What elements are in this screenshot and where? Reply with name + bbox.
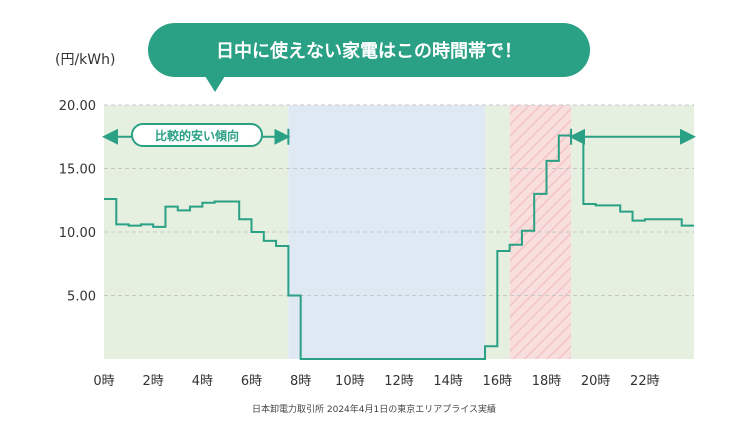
y-axis-unit: (円/kWh) — [55, 52, 115, 68]
y-tick-label: 5.00 — [67, 290, 96, 305]
y-tick-label: 10.00 — [59, 226, 96, 241]
y-ticks: 20.00 15.00 10.00 5.00 — [59, 99, 96, 305]
x-tick-label: 6時 — [241, 374, 262, 389]
pill-label: 比較的安い傾向 — [155, 128, 239, 143]
x-tick-label: 8時 — [290, 374, 311, 389]
x-tick-label: 12時 — [384, 374, 414, 389]
x-tick-label: 2時 — [143, 374, 164, 389]
price-step-line — [104, 134, 694, 360]
x-tick-label: 0時 — [93, 374, 114, 389]
x-tick-label: 18時 — [532, 374, 562, 389]
x-tick-label: 4時 — [192, 374, 213, 389]
x-tick-label: 20時 — [581, 374, 611, 389]
source-note: 日本卸電力取引所 2024年4月1日の東京エリアプライス実績 — [252, 403, 496, 415]
gridlines — [104, 104, 694, 296]
x-tick-label: 22時 — [630, 374, 660, 389]
x-tick-label: 14時 — [433, 374, 463, 389]
callout-text: 日中に使えない家電はこの時間帯で！ — [216, 40, 522, 62]
y-tick-label: 20.00 — [59, 99, 96, 114]
y-tick-label: 15.00 — [59, 163, 96, 178]
x-tick-label: 16時 — [483, 374, 513, 389]
x-ticks: 0時 2時 4時 6時 8時 10時 12時 14時 16時 18時 20時 22時 — [93, 374, 659, 389]
low-price-pill: 比較的安い傾向 — [131, 123, 263, 147]
callout-bubble: 日中に使えない家電はこの時間帯で！ — [148, 23, 590, 92]
x-tick-label: 10時 — [335, 374, 365, 389]
